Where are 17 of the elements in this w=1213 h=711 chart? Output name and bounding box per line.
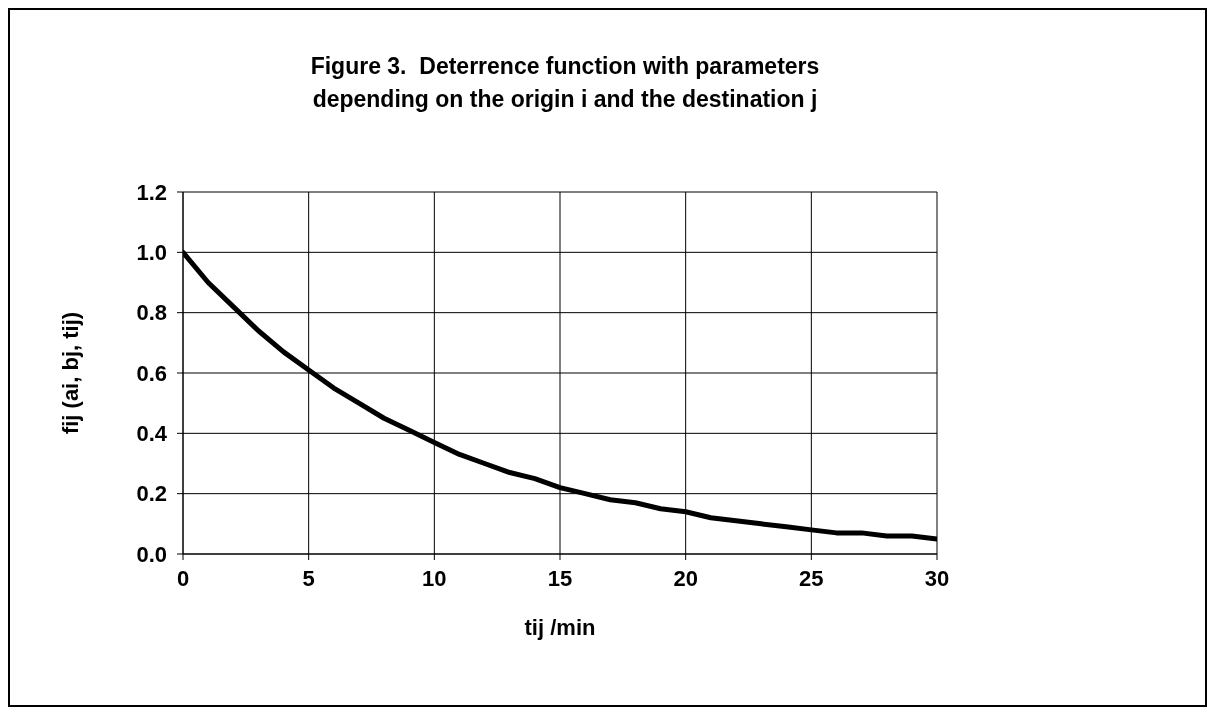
x-tick-label: 30: [924, 565, 950, 591]
x-tick-label: 5: [302, 565, 315, 591]
x-tick-label: 0: [176, 565, 190, 591]
y-tick-label: 0.4: [136, 421, 168, 447]
y-axis-title: fij (ai, bj, tij): [57, 311, 83, 435]
x-tick-label: 15: [547, 565, 573, 591]
y-tick-label: 0.0: [136, 541, 167, 567]
x-tick-label: 25: [799, 565, 824, 591]
x-axis-title: tij /min: [524, 615, 596, 640]
y-tick-label: 1.0: [136, 240, 167, 266]
y-tick-label: 0.2: [136, 481, 167, 507]
x-tick-label: 20: [673, 565, 698, 591]
y-tick-label: 0.6: [136, 360, 167, 386]
x-tick-label: 10: [422, 565, 447, 591]
chart-title: Figure 3. Deterrence function with parameters depending on the origin i and the destination j: [309, 52, 821, 114]
y-tick-label: 1.2: [136, 179, 167, 205]
y-tick-label: 0.8: [136, 300, 167, 326]
